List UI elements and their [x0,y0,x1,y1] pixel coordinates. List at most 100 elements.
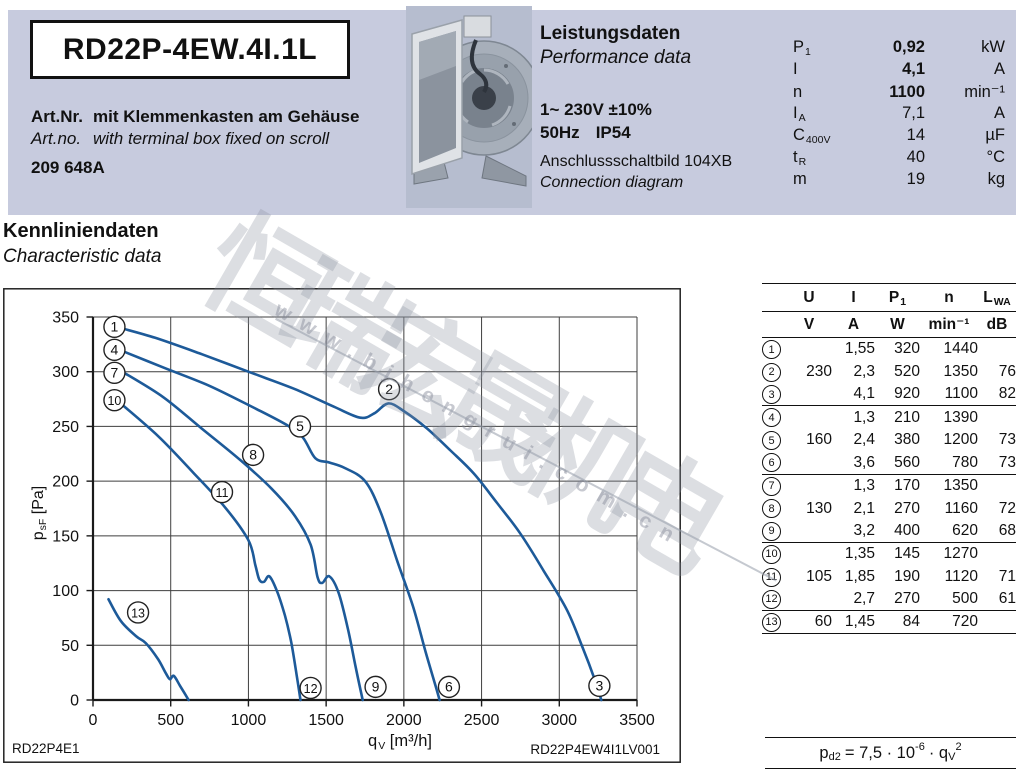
chart-curve [115,325,603,702]
table-cell: 560 [894,453,920,471]
table-cell: 4,1 [853,385,875,403]
connection-diagram-block: Anschlussschaltbild 104XB Connection dia… [540,151,732,193]
chart-curves [107,325,603,702]
table-cell: 620 [952,521,978,539]
column-unit: A [847,315,860,333]
performance-title-de: Leistungsdaten [540,23,681,44]
point-number-badge: 5 [762,431,781,451]
table-cell: 84 [902,612,920,630]
table-header-row: U I P1 n LWA [762,283,1016,312]
chart-axes [91,317,637,702]
table-cell: 270 [894,499,920,517]
table-cell: 170 [894,476,920,494]
curve-point-label: 11 [210,480,234,504]
point-number-badge: 6 [762,453,781,473]
column-header: n [944,288,954,306]
article-number: 209 648A [31,158,105,177]
svg-text:2500: 2500 [464,712,500,729]
point-number-badge: 1 [762,340,781,360]
curve-point-label: 12 [299,676,322,700]
table-row: 10 1,35 145 1270 [762,543,1016,566]
table-cell: 500 [952,590,978,608]
table-cell: 3,2 [853,521,875,539]
svg-text:2: 2 [385,381,393,397]
point-number-badge: 13 [762,612,781,632]
table-row: 8 130 2,1 270 1160 72 [762,497,1016,520]
point-number-cell: 6 [762,453,786,473]
model-title-box: RD22P-4EW.4I.1L [30,20,350,79]
chart-code-left: RD22P4E1 [12,741,80,756]
point-number-cell: 1 [762,340,786,360]
column-header: U [803,288,815,306]
spec-row: IA 7,1 A [793,104,1005,126]
spec-row: tR 40 °C [793,148,1005,170]
supply-voltage: 1~ 230V ±10% [540,100,652,119]
chart-border [3,288,681,763]
spec-label: P1 [793,38,811,58]
svg-text:6: 6 [445,679,453,695]
spec-label: n [793,83,803,101]
chart-code-right: RD22P4EW4I1LV001 [530,742,660,757]
performance-title: Leistungsdaten Performance data [540,22,691,70]
table-cell: 3,6 [853,453,875,471]
table-row: 3 4,1 920 1100 82 [762,384,1016,407]
supply-frequency: 50Hz [540,123,580,142]
point-number-badge: 8 [762,499,781,519]
spec-row: C400V 14 µF [793,126,1005,148]
section-title-en: Characteristic data [3,246,162,267]
table-cell: 270 [894,590,920,608]
art-text-de: mit Klemmenkasten am Gehäuse [93,107,360,126]
curve-point-label: 8 [241,443,265,467]
svg-text:250: 250 [52,419,79,436]
svg-text:150: 150 [52,528,79,545]
art-label-en: Art.no. [31,129,82,148]
chart-grid: 0 500 1000 1500 2000 2500 3000 3500 0 50 100 150 200… [52,310,655,730]
spec-unit: kg [987,170,1005,188]
table-row: 6 3,6 560 780 73 [762,452,1016,475]
spec-label: IA [793,104,806,124]
table-cell: 145 [894,545,920,563]
curve-point-label: 9 [364,675,387,699]
table-cell: 210 [894,408,920,426]
column-unit: dB [986,315,1008,333]
table-cell: 2,4 [853,431,875,449]
svg-text:13: 13 [131,606,145,620]
y-axis-label: psF [Pa] [30,485,49,541]
table-cell: 1350 [943,363,978,381]
table-cell: 1,3 [853,476,875,494]
supply-block: 1~ 230V ±10% 50Hz IP54 [540,98,652,144]
curve-point-label: 10 [103,388,126,412]
svg-text:0: 0 [89,712,98,729]
curve-point-label: 2 [377,378,401,401]
spec-label: I [793,60,798,78]
spec-label: C400V [793,126,831,146]
svg-text:12: 12 [304,682,318,696]
curve-point-label: 13 [126,601,150,624]
spec-value: 4,1 [902,60,925,78]
table-cell: 71 [998,567,1016,585]
point-number-badge: 2 [762,362,781,382]
svg-text:200: 200 [52,474,79,491]
table-cell: 2,7 [853,590,875,608]
column-header: P1 [888,288,907,308]
point-number-cell: 12 [762,589,786,609]
table-row: 13 60 1,45 84 720 [762,611,1016,634]
spec-row: m 19 kg [793,170,1005,192]
table-cell: 1440 [943,340,978,358]
column-unit: min⁻¹ [928,316,970,333]
svg-text:0: 0 [70,693,79,710]
table-cell: 82 [998,385,1016,403]
point-number-cell: 2 [762,362,786,382]
point-number-cell: 10 [762,544,786,564]
svg-text:1: 1 [111,319,119,335]
article-block: Art.Nr. mit Klemmenkasten am Gehäuse Art… [31,106,359,150]
protection-class: IP54 [595,123,631,142]
table-cell: 190 [894,567,920,585]
table-cell: 2,1 [853,499,875,517]
spec-unit: kW [981,38,1005,56]
svg-text:3: 3 [595,678,603,694]
